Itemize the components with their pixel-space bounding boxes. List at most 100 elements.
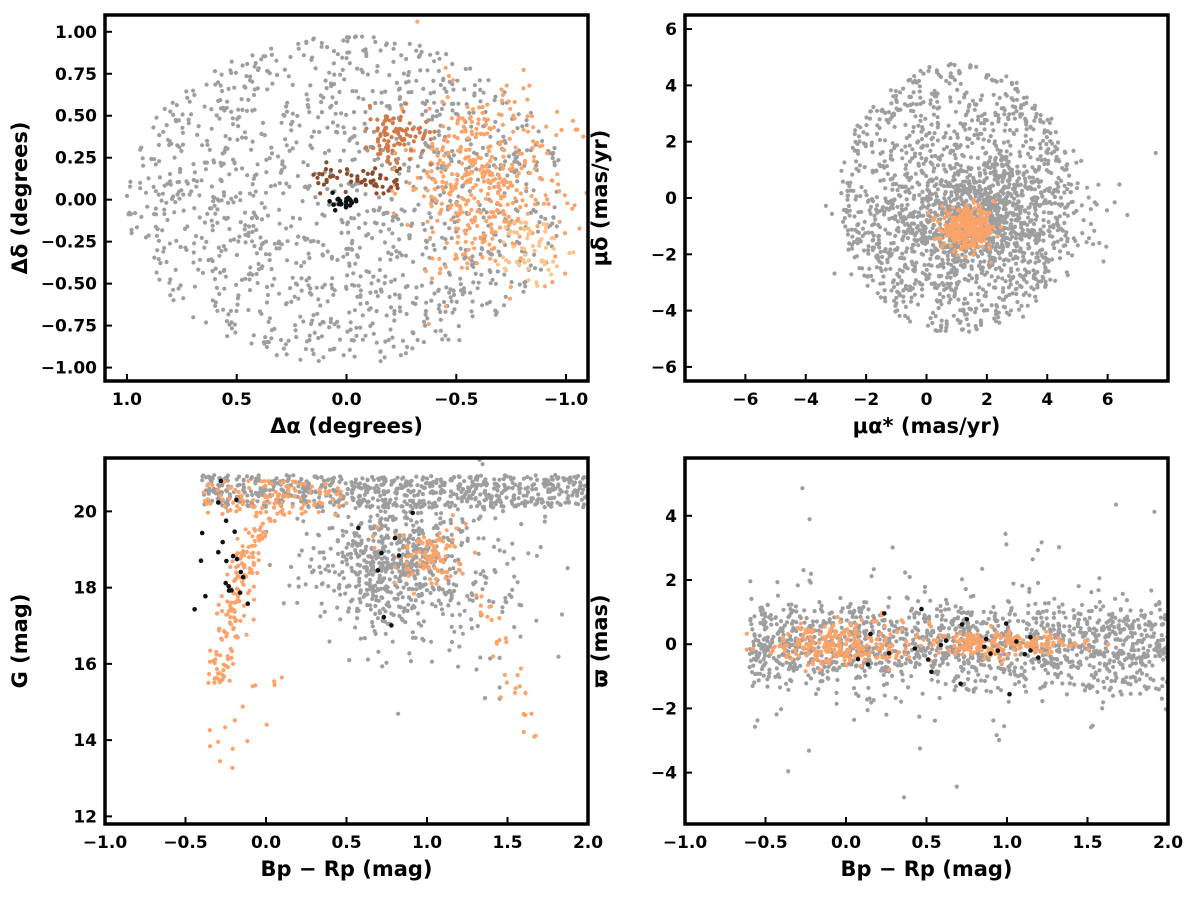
data-point <box>282 113 287 118</box>
data-point <box>476 280 481 285</box>
data-point <box>1022 251 1027 256</box>
data-point <box>384 176 389 181</box>
data-point <box>930 162 935 167</box>
data-point <box>436 306 441 311</box>
data-point <box>971 200 976 205</box>
data-point <box>138 180 143 185</box>
data-point <box>521 67 526 72</box>
data-point <box>890 201 896 207</box>
data-point <box>221 244 226 249</box>
data-point <box>554 133 559 138</box>
data-point <box>284 143 289 148</box>
position-series-member-dark-2 <box>311 160 348 196</box>
data-point <box>1011 98 1016 103</box>
y-tick-label: −0.50 <box>41 275 97 295</box>
data-point <box>552 495 557 500</box>
data-point <box>938 262 943 267</box>
data-point <box>908 319 913 324</box>
data-point <box>468 504 474 509</box>
data-point <box>1092 228 1097 233</box>
data-point <box>473 160 478 165</box>
data-point <box>968 65 973 70</box>
data-point <box>1006 117 1011 122</box>
data-point <box>300 199 305 204</box>
data-point <box>299 264 304 269</box>
data-point <box>460 292 465 297</box>
data-point <box>995 241 1000 246</box>
data-point <box>1057 214 1062 219</box>
data-point <box>294 260 299 266</box>
data-point <box>450 172 455 177</box>
data-point <box>881 281 886 286</box>
data-point <box>352 157 357 162</box>
data-point <box>232 85 237 90</box>
data-point <box>332 208 338 213</box>
data-point <box>386 250 391 255</box>
data-point <box>904 162 909 168</box>
data-point <box>469 218 474 223</box>
data-point <box>331 347 336 352</box>
data-point <box>979 322 984 328</box>
data-point <box>929 248 934 253</box>
data-point <box>964 312 970 317</box>
data-point <box>991 225 996 230</box>
data-point <box>555 109 560 114</box>
data-point <box>517 151 522 156</box>
data-point <box>349 173 354 178</box>
data-point <box>1027 293 1032 298</box>
data-point <box>437 158 443 163</box>
data-point <box>335 52 340 57</box>
data-point <box>328 81 333 86</box>
data-point <box>305 102 310 108</box>
data-point <box>250 182 255 187</box>
data-point <box>1032 106 1037 111</box>
data-point <box>970 237 975 242</box>
data-point <box>502 272 507 277</box>
data-point <box>472 196 477 201</box>
data-point <box>397 237 402 242</box>
data-point <box>328 320 333 325</box>
data-point <box>524 182 529 187</box>
data-point <box>876 233 882 239</box>
data-point <box>944 78 949 83</box>
data-point <box>317 550 322 555</box>
data-point <box>317 564 322 570</box>
data-point <box>554 264 560 269</box>
data-point <box>927 130 932 135</box>
data-point <box>1043 266 1048 271</box>
data-point <box>994 101 1000 106</box>
data-point <box>556 484 561 489</box>
data-point <box>1041 238 1046 243</box>
data-point <box>220 151 225 156</box>
data-point <box>1036 167 1041 172</box>
data-point <box>162 183 167 188</box>
data-point <box>953 156 958 161</box>
data-point <box>532 248 537 253</box>
data-point <box>472 83 477 88</box>
data-point <box>410 346 415 351</box>
data-point <box>381 191 386 196</box>
data-point <box>949 190 954 195</box>
data-point <box>476 199 481 205</box>
data-point <box>511 129 516 134</box>
data-point <box>908 299 914 304</box>
data-point <box>489 154 494 160</box>
data-point <box>488 256 493 261</box>
data-point <box>479 246 484 251</box>
data-point <box>563 271 568 276</box>
data-point <box>387 161 392 166</box>
data-point <box>532 159 537 164</box>
data-point <box>167 280 172 285</box>
data-point <box>940 153 945 158</box>
position-xlabel: Δα (degrees) <box>270 414 423 438</box>
data-point <box>447 162 452 167</box>
data-point <box>354 325 359 330</box>
data-point <box>406 602 411 607</box>
data-point <box>428 52 433 57</box>
data-point <box>984 118 990 123</box>
data-point <box>853 148 858 153</box>
data-point <box>485 168 490 173</box>
data-point <box>366 499 371 504</box>
data-point <box>347 61 352 66</box>
data-point <box>954 286 959 291</box>
